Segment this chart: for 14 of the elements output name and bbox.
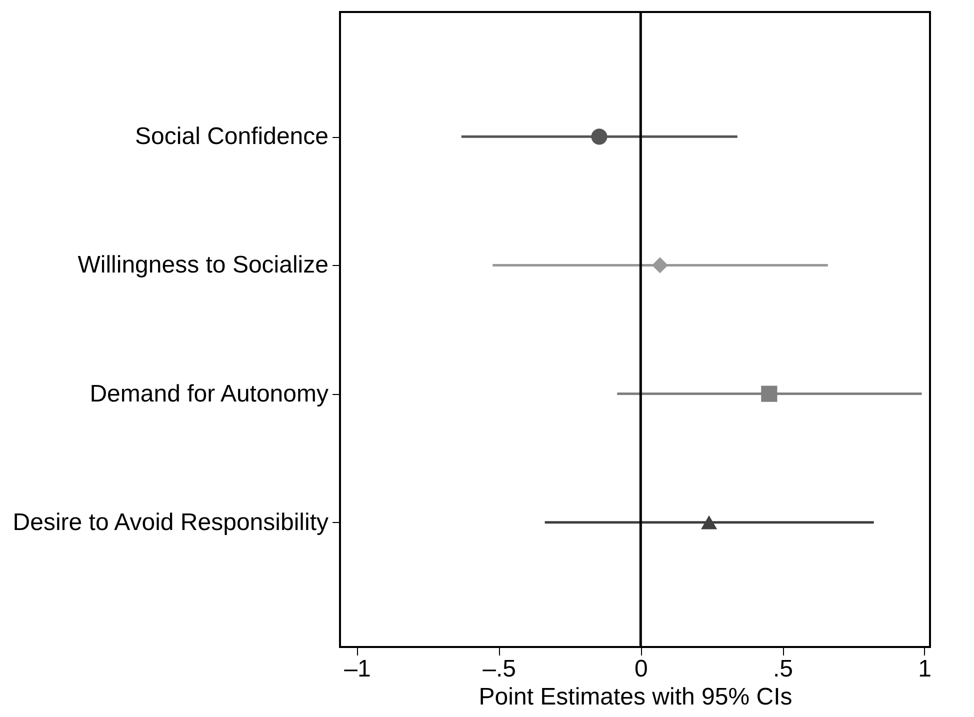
y-tick-label: Desire to Avoid Responsibility — [12, 508, 328, 536]
y-tick-label: Social Confidence — [135, 123, 328, 150]
point — [700, 515, 718, 530]
point — [591, 128, 608, 145]
x-axis-title: Point Estimates with 95% CIs — [478, 684, 792, 710]
x-tick-label: 1 — [918, 656, 932, 682]
point — [652, 257, 668, 274]
x-tick-label: .5 — [772, 656, 794, 682]
x-tick-label: –1 — [344, 656, 371, 682]
point — [761, 386, 778, 402]
y-tick-label: Willingness to Socialize — [78, 252, 328, 279]
x-tick-label: –.5 — [482, 656, 516, 682]
x-tick-label: 0 — [634, 656, 648, 682]
y-tick-label: Demand for Autonomy — [90, 380, 328, 408]
